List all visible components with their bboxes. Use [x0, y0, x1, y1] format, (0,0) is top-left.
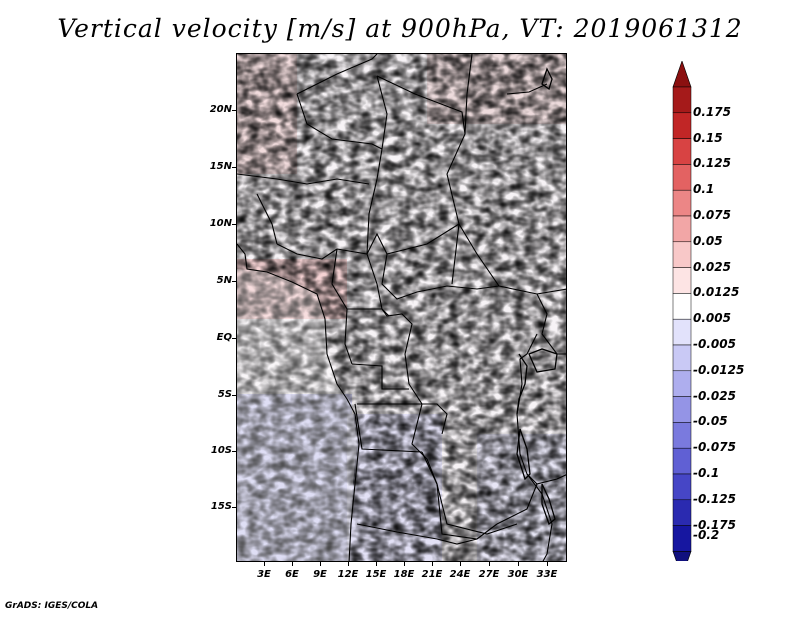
colorbar-swatch	[672, 215, 692, 243]
lon-label-18e: 18E	[393, 569, 415, 580]
lon-label-33e: 33E	[536, 569, 558, 580]
lon-label-6e: 6E	[285, 569, 299, 580]
chart-title: Vertical velocity [m/s] at 900hPa, VT: 2…	[57, 14, 743, 43]
colorbar-swatch	[672, 344, 692, 372]
lon-label-24e: 24E	[449, 569, 471, 580]
lon-label-12e: 12E	[337, 569, 359, 580]
colorbar-swatch	[672, 473, 692, 501]
colorbar-label: -0.075	[693, 440, 736, 455]
colorbar-swatch	[672, 138, 692, 165]
lon-label-27e: 27E	[478, 569, 500, 580]
lat-label-eq: EQ	[216, 332, 232, 343]
colorbar-label: -0.025	[693, 388, 736, 403]
colorbar-label: 0.1	[693, 182, 715, 197]
map-field	[237, 54, 566, 561]
lon-tick	[432, 562, 433, 566]
lakes	[516, 67, 558, 526]
footer-credit: GrADS: IGES/COLA	[5, 601, 99, 611]
lat-label-5n: 5N	[216, 275, 232, 286]
colorbar-label: 0.175	[693, 104, 731, 119]
colorbar-bottom-arrow	[672, 551, 692, 561]
downward-motion-texture	[237, 54, 566, 561]
colorbar-swatch	[672, 422, 692, 449]
lat-tick	[232, 338, 236, 339]
lon-tick	[489, 562, 490, 566]
lon-tick	[460, 562, 461, 566]
lon-tick	[518, 562, 519, 566]
colorbar-swatch	[672, 525, 692, 552]
lon-label-15e: 15E	[365, 569, 387, 580]
colorbar-swatch	[672, 267, 692, 294]
lon-label-30e: 30E	[507, 569, 529, 580]
colorbar-swatch	[672, 241, 692, 268]
colorbar-label: -0.125	[693, 491, 736, 506]
colorbar-swatch	[672, 86, 692, 114]
lon-label-3e: 3E	[257, 569, 271, 580]
lat-label-20n: 20N	[209, 104, 232, 115]
lat-tick	[232, 451, 236, 452]
lat-tick	[232, 224, 236, 225]
lat-label-5s: 5S	[217, 389, 232, 400]
lat-label-15s: 15S	[210, 501, 232, 512]
colorbar-label: 0.075	[693, 208, 731, 222]
atlantic-ocean	[237, 269, 357, 561]
lon-tick	[264, 562, 265, 566]
lat-tick	[232, 281, 236, 282]
colorbar-swatch	[672, 396, 692, 423]
colorbar-swatch	[672, 293, 692, 320]
colorbar-swatch	[672, 370, 692, 397]
lon-tick	[404, 562, 405, 566]
colorbar-label: 0.125	[693, 156, 731, 171]
lat-tick	[232, 507, 236, 508]
colorbar-label: -0.005	[693, 337, 736, 351]
lon-tick	[348, 562, 349, 566]
country-borders	[237, 54, 566, 561]
colorbar-swatch	[672, 499, 692, 526]
colorbar-label: -0.2	[693, 527, 720, 542]
lat-label-10n: 10N	[209, 218, 232, 229]
lon-tick	[320, 562, 321, 566]
lat-tick	[232, 395, 236, 396]
lat-label-10s: 10S	[210, 445, 232, 456]
colorbar-label: -0.0125	[693, 362, 745, 377]
colorbar-label: 0.025	[693, 259, 731, 274]
colorbar-label: 0.05	[693, 233, 723, 248]
colorbar-swatch	[672, 164, 692, 191]
colorbar-label: 0.15	[693, 130, 723, 145]
colorbar-top-arrow	[672, 61, 692, 88]
lat-tick	[232, 110, 236, 111]
vertical-velocity-map	[236, 53, 567, 562]
lon-label-9e: 9E	[313, 569, 327, 580]
colorbar-swatch	[672, 189, 692, 217]
lat-tick	[232, 167, 236, 168]
colorbar-label: -0.05	[693, 414, 728, 429]
colorbar-swatch	[672, 447, 692, 475]
lon-label-21e: 21E	[421, 569, 443, 580]
lon-tick	[292, 562, 293, 566]
colorbar-label: -0.175	[693, 517, 736, 532]
colorbar	[672, 61, 692, 561]
lon-tick	[547, 562, 548, 566]
colorbar-swatch	[672, 112, 692, 139]
colorbar-swatch	[672, 318, 692, 346]
lon-tick	[376, 562, 377, 566]
colorbar-label: 0.005	[693, 311, 731, 326]
lat-label-15n: 15N	[209, 161, 232, 172]
colorbar-label: -0.1	[693, 466, 720, 480]
colorbar-label: 0.0125	[693, 285, 740, 300]
